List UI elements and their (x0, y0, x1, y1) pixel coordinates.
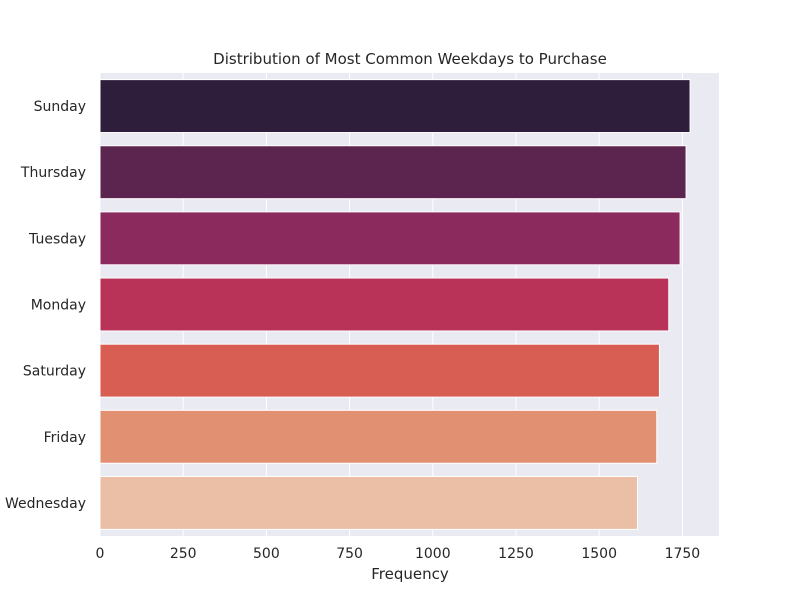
x-tick-label: 1750 (665, 546, 701, 562)
bars (99, 79, 691, 530)
x-tick-label: 0 (96, 546, 105, 562)
y-tick-label: Friday (44, 430, 86, 446)
y-tick-label: Tuesday (28, 231, 86, 247)
x-tick-label: 1000 (415, 546, 451, 562)
y-tick-label: Monday (31, 298, 86, 314)
x-tick-label: 500 (253, 546, 280, 562)
bar-thursday (99, 145, 687, 200)
bar-sunday (99, 79, 691, 134)
x-tick-labels: 0 250 500 750 1000 1250 1500 1750 (96, 546, 701, 562)
y-tick-label: Sunday (34, 99, 86, 115)
x-tick-label: 1500 (581, 546, 617, 562)
x-axis-label: Frequency (371, 565, 449, 583)
bar-tuesday (99, 211, 681, 266)
y-tick-label: Wednesday (5, 496, 86, 512)
x-tick-label: 1250 (498, 546, 534, 562)
chart-title: Distribution of Most Common Weekdays to … (213, 50, 607, 68)
bar-wednesday (99, 475, 638, 530)
bar-saturday (99, 343, 660, 398)
bar-friday (99, 409, 658, 464)
y-tick-label: Thursday (20, 165, 86, 181)
x-tick-label: 250 (170, 546, 197, 562)
bar-monday (99, 277, 670, 332)
x-tick-label: 750 (336, 546, 363, 562)
y-tick-label: Saturday (23, 364, 86, 380)
y-tick-labels: Sunday Thursday Tuesday Monday Saturday Frida… (5, 99, 86, 512)
